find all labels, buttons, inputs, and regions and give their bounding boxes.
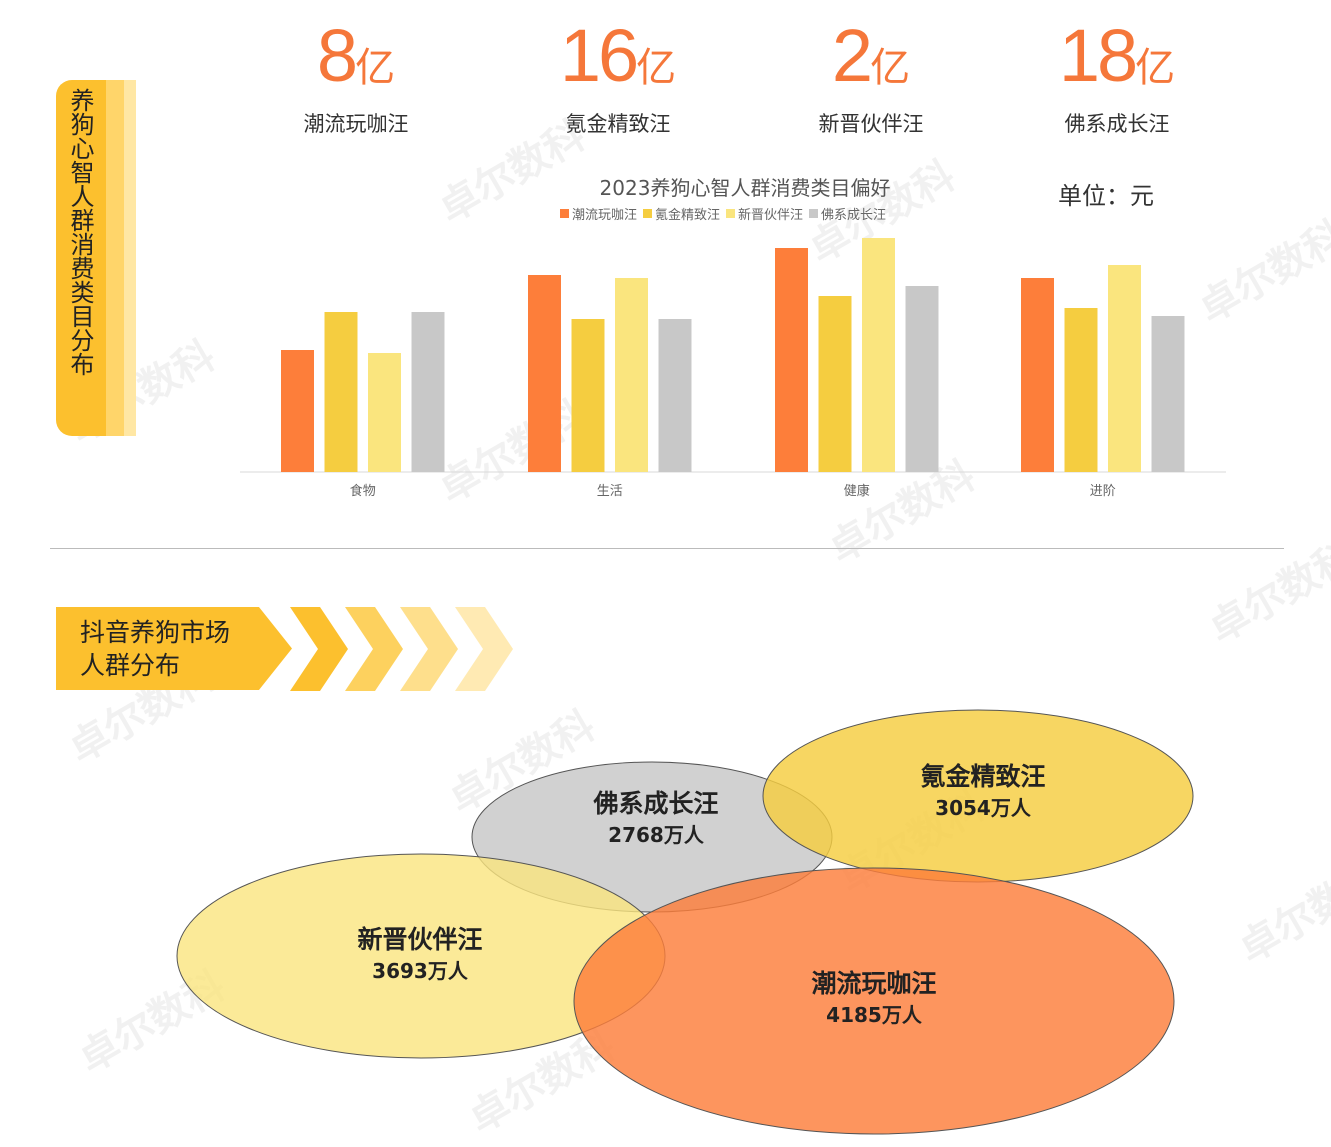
stat-premium: 16亿 氪金精致汪 [518, 18, 718, 138]
stat-label: 新晋伙伴汪 [818, 112, 924, 136]
venn-label-trendy: 潮流玩咖汪 4185万人 [811, 969, 937, 1027]
stat-newcomer: 2亿 新晋伙伴汪 [771, 18, 971, 138]
venn-circle-trendy [573, 867, 1175, 1135]
bar [368, 353, 401, 472]
legend-item: 潮流玩咖汪 [560, 204, 637, 223]
venn-label-premium: 氪金精致汪 3054万人 [920, 762, 1046, 820]
legend-swatch [643, 209, 653, 218]
stat-casual: 18亿 佛系成长汪 [1017, 18, 1217, 138]
bar [1064, 308, 1098, 472]
legend-swatch [809, 209, 819, 218]
bar-chart: 食物 生活 健康 进阶 [240, 238, 1226, 499]
bar [905, 286, 939, 472]
legend-item: 佛系成长汪 [809, 204, 886, 223]
banner-title: 抖音养狗市场 人群分布 [80, 618, 231, 680]
bar [658, 319, 692, 472]
bar [571, 319, 605, 472]
section-divider [50, 548, 1284, 549]
x-tick-label: 健康 [844, 483, 870, 499]
x-tick-label: 生活 [597, 484, 623, 499]
chevron-arrows-icon [290, 607, 513, 691]
bar [775, 248, 808, 472]
venn-label-newcomer: 新晋伙伴汪 3693万人 [357, 925, 483, 983]
bar [1021, 278, 1054, 472]
bar [528, 275, 561, 472]
side-tag-label: 养狗心智人群消费类目分布 [66, 88, 94, 376]
stat-number: 16亿 [559, 14, 677, 97]
chart-legend: 潮流玩咖汪 氪金精致汪 新晋伙伴汪 佛系成长汪 [560, 204, 886, 223]
x-tick-label: 食物 [350, 483, 376, 499]
bar [862, 238, 895, 472]
stat-trendy: 8亿 潮流玩咖汪 [256, 18, 456, 138]
bar [281, 350, 314, 472]
legend-swatch [560, 209, 569, 218]
venn-label-casual: 佛系成长汪 2768万人 [593, 789, 719, 847]
legend-swatch [726, 209, 736, 218]
stat-label: 佛系成长汪 [1064, 112, 1170, 136]
unit-label: 单位：元 [1058, 182, 1154, 210]
stat-label: 氪金精致汪 [565, 112, 671, 136]
venn-diagram [176, 709, 1194, 1135]
stat-number: 2亿 [831, 14, 911, 97]
legend-item: 新晋伙伴汪 [726, 204, 803, 223]
section-banner [56, 607, 292, 690]
bar [1108, 265, 1141, 472]
bar [324, 312, 358, 472]
stat-number: 18亿 [1058, 14, 1176, 97]
stat-number: 8亿 [316, 14, 396, 97]
stat-label: 潮流玩咖汪 [303, 112, 409, 136]
x-tick-label: 进阶 [1090, 484, 1116, 499]
side-tag [56, 80, 106, 436]
bar [818, 296, 852, 472]
bar [411, 312, 445, 472]
chart-title: 2023养狗心智人群消费类目偏好 [599, 176, 891, 200]
legend-item: 氪金精致汪 [643, 204, 720, 223]
bar [1151, 316, 1185, 472]
watermark: 卓尔数科 [1201, 532, 1331, 653]
bar [615, 278, 648, 472]
